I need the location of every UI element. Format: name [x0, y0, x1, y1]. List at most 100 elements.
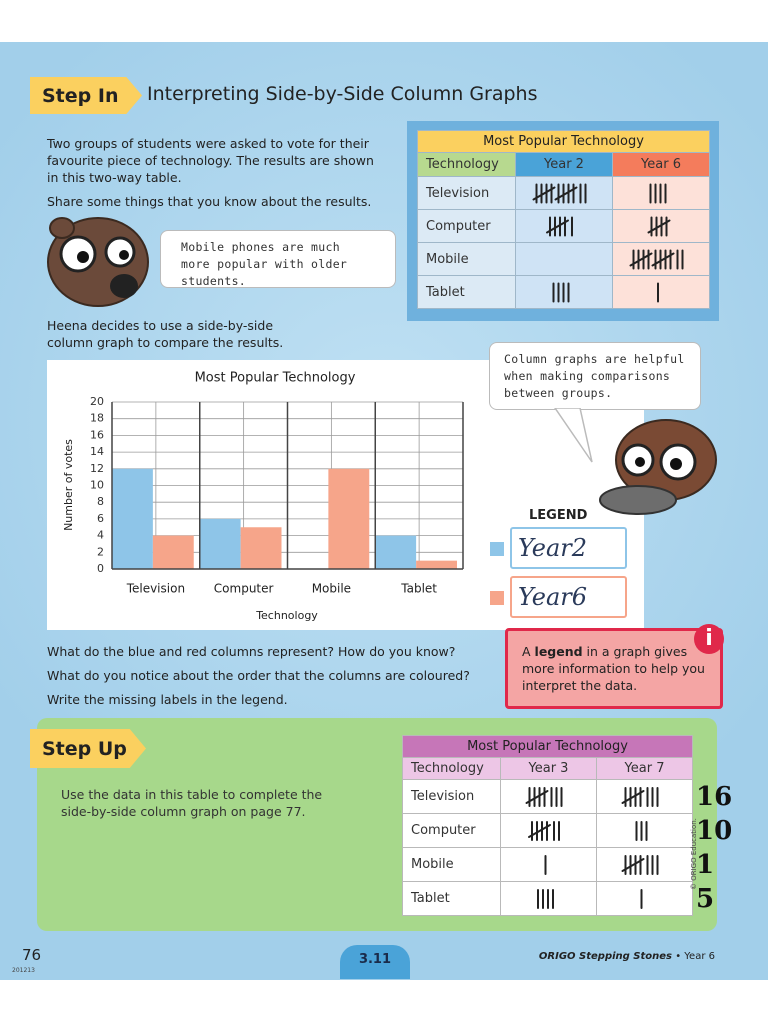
y-tick-label: 6	[97, 512, 104, 525]
tally-cell	[515, 209, 613, 243]
tally-cell	[500, 847, 597, 882]
chart-intro: Heena decides to use a side-by-side colu…	[47, 318, 284, 350]
tally-cell	[515, 242, 613, 276]
tally-marks	[621, 786, 659, 807]
x-tick-label: Computer	[214, 582, 274, 596]
column-header: Year 6	[611, 152, 711, 177]
tally-cell	[595, 813, 694, 848]
chart-title: Most Popular Technology	[195, 371, 356, 386]
tally-cell	[595, 847, 694, 882]
tally-marks	[552, 282, 570, 302]
x-tick-label: Mobile	[312, 582, 351, 596]
tally-graphic	[621, 854, 659, 875]
step-up-text: Use the data in this table to complete t…	[61, 787, 323, 819]
legend-entry: Year6	[488, 576, 628, 620]
legend-swatch	[490, 542, 504, 556]
header-row: Technology Year 2 Year 6	[417, 152, 711, 177]
tally-graphic	[635, 820, 648, 841]
tally-graphic	[552, 282, 570, 302]
table-row: Television	[402, 779, 694, 814]
tally-graphic	[649, 183, 667, 203]
column-header: Technology	[402, 757, 501, 780]
y-tick-label: 0	[97, 562, 104, 575]
step-in-label: Step In	[30, 77, 142, 114]
bar	[112, 468, 153, 569]
tally-marks	[532, 183, 587, 203]
x-axis-label: Technology	[255, 609, 318, 622]
x-tick-label: Television	[126, 582, 185, 596]
tally-stroke	[651, 252, 675, 266]
tally-graphic	[544, 854, 547, 875]
tally-cell	[611, 242, 711, 276]
print-code: 201213	[12, 967, 35, 974]
table-row: Mobile	[417, 242, 711, 276]
column-header: Year 2	[515, 152, 613, 177]
tally-graphic	[647, 216, 671, 236]
row-header: Television	[417, 176, 516, 210]
legend-label: Year2	[510, 527, 627, 569]
tally-cell	[500, 779, 597, 814]
tally-cell	[595, 881, 694, 916]
tally-graphic	[537, 888, 554, 909]
page-title: Interpreting Side-by-Side Column Graphs	[147, 83, 538, 105]
y-tick-label: 8	[97, 495, 104, 508]
info-text: A	[522, 644, 535, 659]
table-row: Tablet	[402, 881, 694, 916]
tally-stroke	[546, 219, 569, 233]
row-header: Computer	[417, 209, 516, 243]
copyright: © ORIGO Education.	[690, 818, 698, 890]
handwritten-total: 16	[696, 782, 733, 812]
bar	[240, 527, 282, 569]
table-title: Most Popular Technology	[401, 735, 694, 758]
bar	[328, 468, 370, 569]
tally-cell	[515, 275, 613, 309]
bar	[199, 518, 241, 569]
tally-stroke	[525, 789, 549, 804]
tally-marks	[537, 888, 554, 909]
handwritten-total: 5	[696, 884, 715, 914]
platypus-mascot	[599, 419, 717, 515]
tally-cell	[611, 275, 711, 309]
bar	[416, 560, 457, 569]
tally-stroke	[532, 186, 556, 200]
column-header: Year 3	[500, 757, 597, 780]
tally-stroke	[554, 186, 578, 200]
table-title: Most Popular Technology	[416, 130, 711, 153]
handwritten-notes: 16 10 1 5	[696, 780, 732, 916]
table-row: Tablet	[417, 275, 711, 309]
tally-marks	[629, 249, 684, 269]
y-axis-label: Number of votes	[62, 439, 75, 531]
tally-graphic	[629, 249, 684, 269]
question: What do the blue and red columns represe…	[47, 644, 456, 659]
tally-cell	[611, 209, 711, 243]
intro-paragraph: Two groups of students were asked to vot…	[47, 136, 374, 185]
row-header: Tablet	[417, 275, 516, 309]
tally-graphic	[546, 216, 573, 236]
handwritten-total: 10	[696, 816, 733, 846]
brand-name: ORIGO Stepping Stones	[538, 951, 673, 962]
tally-graphic	[532, 183, 587, 203]
bar	[375, 535, 417, 569]
x-tick-label: Tablet	[400, 582, 437, 596]
tally-marks	[649, 183, 667, 203]
row-header: Computer	[402, 813, 501, 848]
bar	[152, 535, 194, 569]
y-tick-label: 2	[97, 545, 104, 558]
tally-cell	[500, 881, 597, 916]
tally-marks	[525, 786, 563, 807]
tally-marks	[546, 216, 573, 236]
tally-graphic	[640, 888, 643, 909]
tally-graphic	[516, 244, 611, 275]
column-header: Technology	[417, 152, 516, 177]
grade: • Year 6	[675, 951, 715, 962]
table-row: Computer	[417, 209, 711, 243]
wombat-mascot	[47, 217, 149, 307]
tally-stroke	[621, 789, 645, 804]
handwritten-total: 1	[696, 850, 715, 880]
y-tick-label: 10	[90, 479, 104, 492]
tally-cell	[611, 176, 711, 210]
footer-brand: ORIGO Stepping Stones • Year 6	[539, 951, 715, 962]
question: Write the missing labels in the legend.	[47, 692, 288, 707]
